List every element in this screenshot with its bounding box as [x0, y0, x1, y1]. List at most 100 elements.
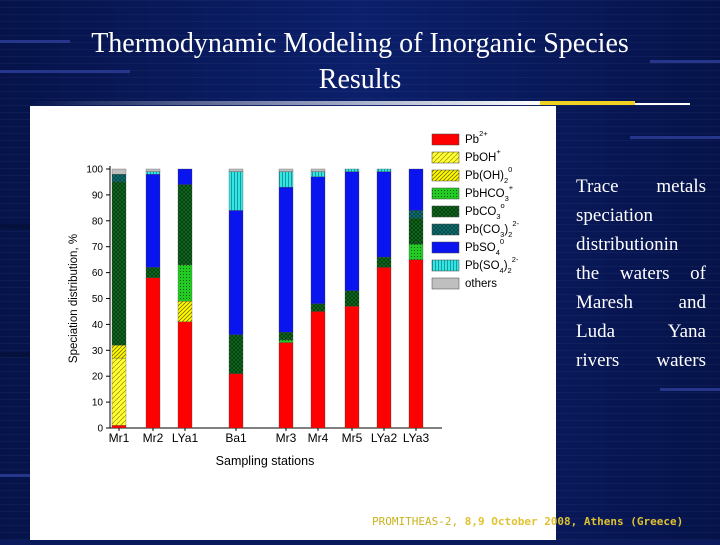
bar-segment-pbco3 [344, 290, 360, 307]
bar-segment-pbso4 [228, 210, 244, 335]
bar-segment-pb2 [177, 321, 193, 429]
x-tick-label: Ba1 [225, 431, 247, 445]
bar-segment-pbso42 [376, 168, 392, 172]
x-tick-label: Mr4 [308, 431, 329, 445]
bar-segment-pbco3 [145, 267, 161, 278]
y-tick-label: 0 [97, 424, 103, 435]
y-tick-label: 100 [86, 165, 103, 176]
side-text-line: Luda Yana [576, 321, 706, 342]
side-text-line: rivers waters [576, 350, 706, 371]
legend-label-pboh2: Pb(OH)20 [465, 165, 512, 185]
side-text-line: distributionin [576, 234, 679, 255]
background-dash [0, 352, 30, 357]
x-tick-label: Mr5 [342, 431, 363, 445]
bar-segment-pbso42 [145, 171, 161, 175]
bar-segment-pbso4 [145, 174, 161, 268]
slide-title-line-1: Thermodynamic Modeling of Inorganic Spec… [91, 28, 629, 59]
legend-swatch-pbhco3 [431, 187, 460, 200]
legend-swatch-pb2 [431, 133, 460, 146]
speciation-chart: 0 10 20 30 40 50 60 70 80 90 100 Mr1 Mr2 LYa1 Ba1 Mr3 Mr… [68, 129, 520, 468]
footer-date-place: 8,9 October 2008, Athens (Greece) [464, 515, 684, 528]
background-dash [0, 474, 30, 477]
legend-swatch-pbso42 [431, 259, 460, 272]
side-text-line: the waters of [576, 263, 706, 284]
bar-segment-pb2 [111, 425, 127, 429]
bar-segment-pb2 [310, 311, 326, 429]
bar-segment-pbhco3 [278, 339, 294, 343]
x-tick-label: LYa1 [172, 431, 199, 445]
bar-segment-pbhco3 [408, 243, 424, 260]
legend-label-pbhco3: PbHCO3+ [465, 183, 514, 203]
bar-segment-pbso42 [310, 171, 326, 177]
bar-segment-pbso42 [278, 171, 294, 188]
bar-segment-pbso4 [177, 168, 193, 185]
bar-segment-pbco3 [177, 184, 193, 265]
slide-title-line-2: Results [318, 64, 402, 95]
bar-segment-pbso4 [408, 168, 424, 211]
x-tick-label: LYa3 [403, 431, 430, 445]
legend-label-pb2: Pb2+ [465, 129, 488, 146]
background-dash [0, 40, 70, 43]
bar-segment-others [310, 168, 326, 172]
y-tick-label: 20 [92, 372, 104, 383]
legend-label-pbco32: Pb(CO3)22- [465, 219, 520, 239]
title-accent-white [635, 103, 690, 105]
slide-title: Thermodynamic Modeling of Inorganic Spec… [0, 26, 720, 98]
bar-segment-others [111, 168, 127, 175]
background-dash [650, 60, 720, 63]
legend-label-pbso4: PbSO40 [465, 237, 504, 257]
bar-segment-pbco32 [408, 210, 424, 219]
chart-panel: 0 10 20 30 40 50 60 70 80 90 100 Mr1 Mr2 LYa1 Ba1 Mr3 Mr… [30, 106, 556, 540]
x-tick-label: LYa2 [371, 431, 398, 445]
bar-segment-pboh2 [111, 344, 127, 359]
x-tick-label: Mr3 [276, 431, 297, 445]
x-tick-label: Mr1 [109, 431, 130, 445]
background-dash [630, 136, 720, 139]
bar-segment-others [228, 168, 244, 172]
bar-segment-pbso4 [310, 176, 326, 304]
bar-segment-pbso4 [278, 186, 294, 333]
bar-segment-pbco3 [278, 332, 294, 341]
bar-segment-pbco3 [111, 181, 127, 346]
bar-segment-pbhco3 [177, 264, 193, 302]
legend-swatch-pboh [431, 151, 460, 164]
bar-segment-pbco3 [310, 303, 326, 312]
background-dash [660, 388, 720, 391]
y-tick-label: 10 [92, 398, 104, 409]
side-text-line: speciation [576, 205, 654, 226]
bar-segment-pb2 [376, 267, 392, 429]
legend-swatch-others [431, 277, 460, 290]
y-tick-label: 60 [92, 268, 104, 279]
bar-segment-pbco3 [228, 334, 244, 374]
background-dash [0, 224, 30, 229]
y-tick-label: 30 [92, 346, 104, 357]
y-axis-title: Speciation distribution, % [68, 234, 80, 363]
bar-segment-pb2 [278, 342, 294, 429]
bar-segment-pb2 [344, 306, 360, 429]
side-text-line: Trace metals [576, 176, 706, 197]
legend-label-pbco3: PbCO3o [465, 201, 505, 221]
x-axis-title: Sampling stations [216, 454, 315, 468]
legend-label-pboh: PbOH+ [465, 147, 501, 164]
y-tick-label: 70 [92, 242, 104, 253]
bar-segment-pbso4 [376, 171, 392, 258]
bar-segment-pbco3 [408, 218, 424, 245]
legend-swatch-pbco32 [431, 223, 460, 236]
legend-swatch-pbso4 [431, 241, 460, 254]
bar-segment-pbco3 [376, 256, 392, 268]
bar-segment-pb2 [228, 373, 244, 429]
side-text-line: Maresh and [576, 292, 706, 313]
bar-segment-pbco32 [111, 174, 127, 183]
bar-segment-pbso42 [344, 168, 360, 172]
legend-label-pbso42: Pb(SO4)22- [465, 255, 519, 275]
bar-segment-pboh2 [177, 300, 193, 322]
y-tick-label: 80 [92, 216, 104, 227]
title-accent-yellow [540, 101, 635, 105]
x-tick-label: Mr2 [143, 431, 164, 445]
title-accent-line [30, 101, 540, 105]
bar-segment-pbso4 [344, 171, 360, 291]
background-dash [0, 70, 130, 73]
side-description: Trace metals speciation distributionin t… [576, 172, 706, 375]
footer-conference: PROMITHEAS-2, [372, 515, 465, 528]
footer: PROMITHEAS-2, 8,9 October 2008, Athens (… [372, 515, 718, 533]
